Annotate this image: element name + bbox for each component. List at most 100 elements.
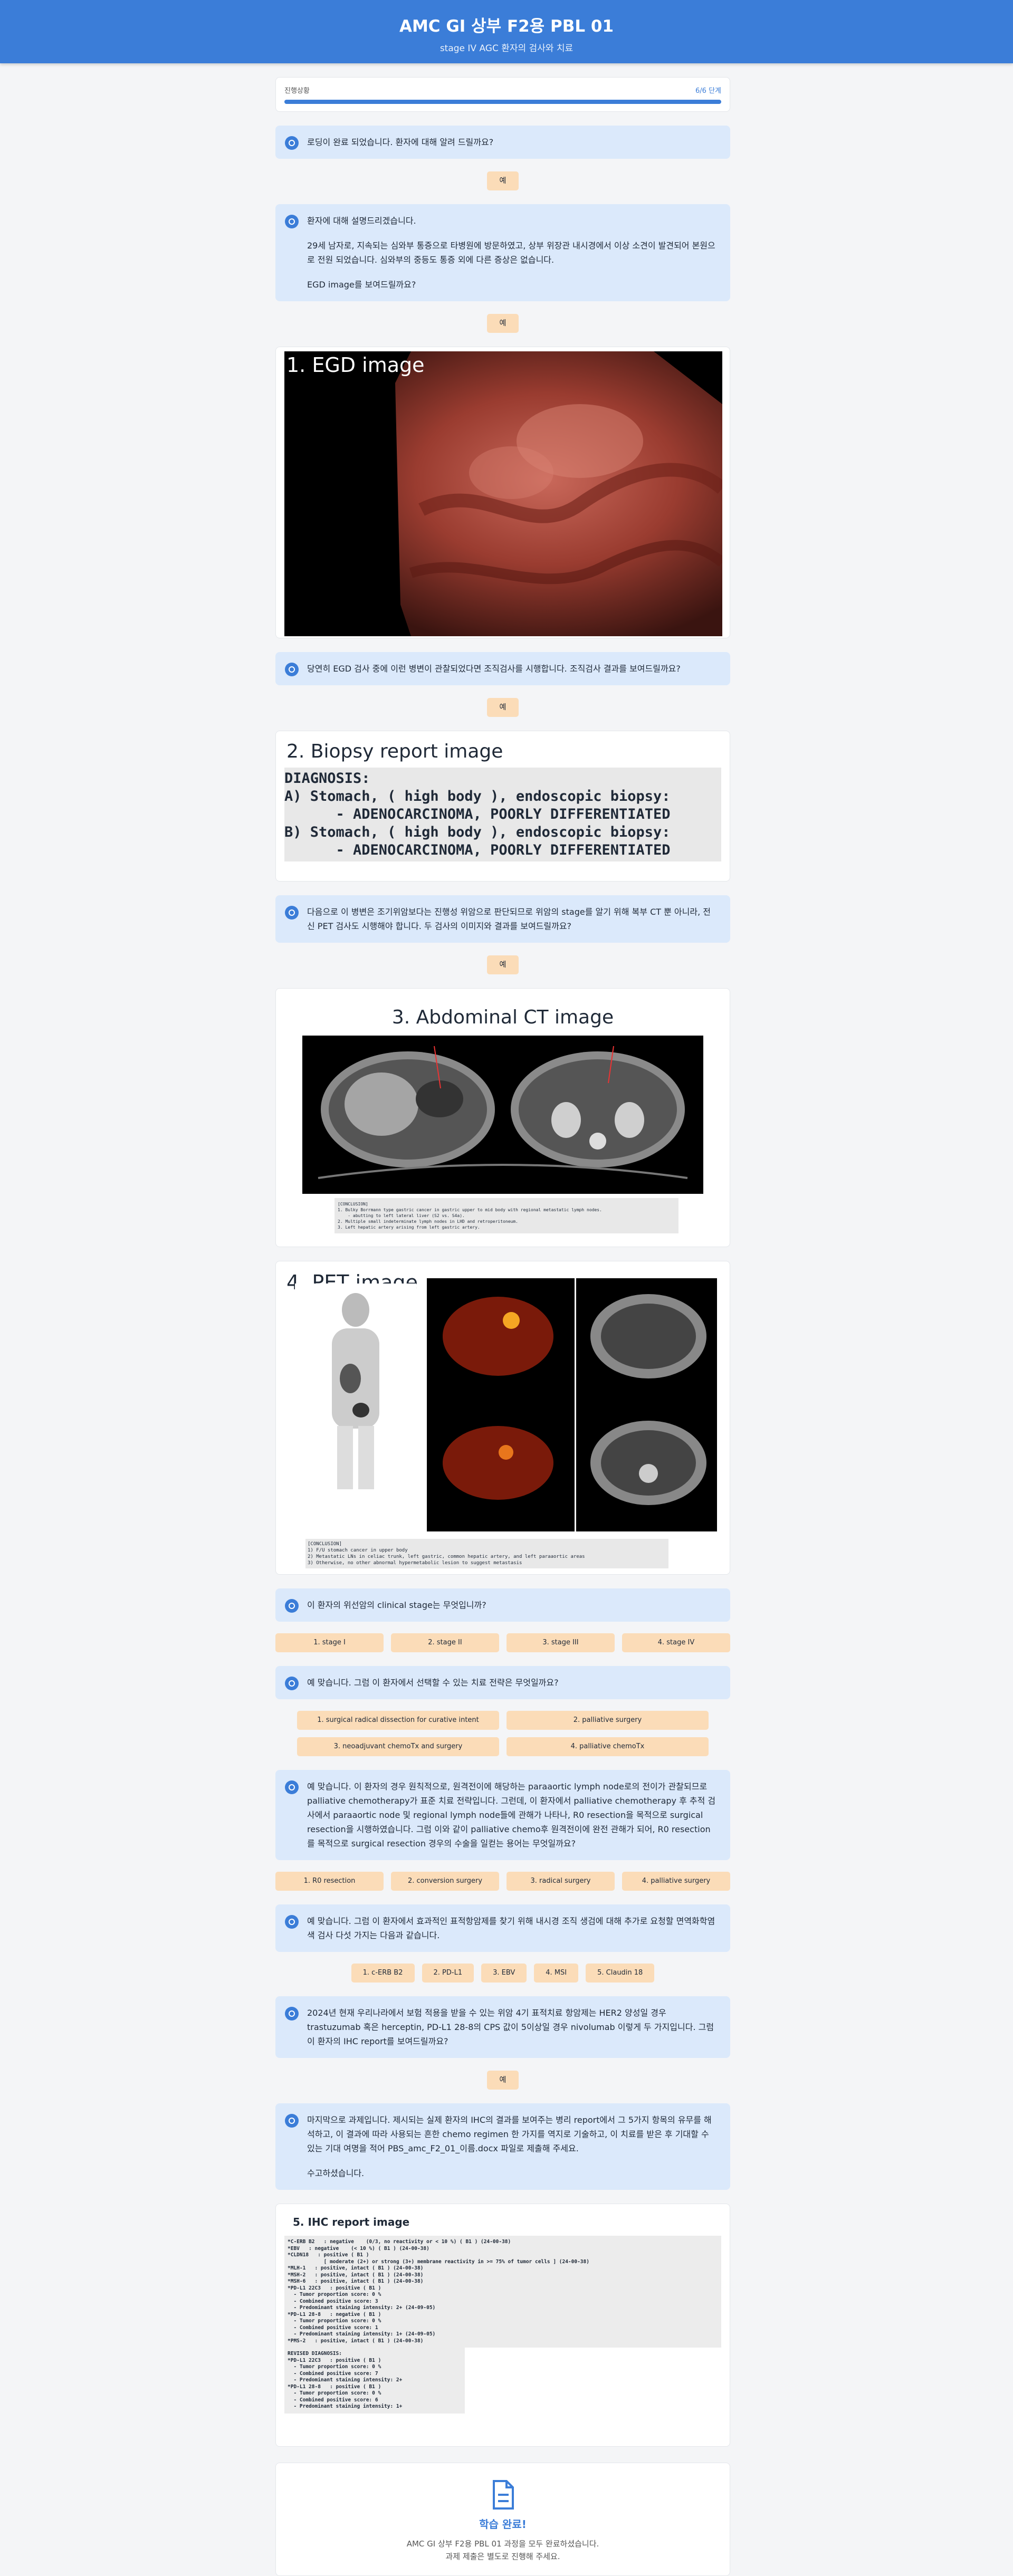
- bot-message: 마지막으로 과제입니다. 제시되는 실제 환자의 IHC의 결과를 보여주는 병…: [275, 2103, 730, 2190]
- image: [295, 1278, 717, 1531]
- option-button[interactable]: 4. MSI: [534, 1964, 579, 1983]
- option-button[interactable]: 4. palliative surgery: [622, 1872, 730, 1891]
- completion-text: 과제 제출은 별도로 진행해 주세요.: [445, 2552, 560, 2561]
- image-card: 1. EGD image: [275, 347, 730, 638]
- completion-title: 학습 완료!: [479, 2518, 527, 2531]
- text-line: *CLDN18 : positive ( B1 ): [288, 2252, 369, 2258]
- reply-button[interactable]: 예: [487, 171, 519, 190]
- bot-icon: [285, 1915, 299, 1929]
- option-button[interactable]: 2. PD-L1: [422, 1964, 474, 1983]
- completion-text: AMC GI 상부 F2용 PBL 01 과정을 모두 완료하셨습니다.: [406, 2539, 599, 2549]
- text-line: 2) Metastatic LNs in celiac trunk, left …: [308, 1554, 585, 1559]
- bot-message: 예 맞습니다. 이 환자의 경우 원칙적으로, 원격전이에 해당하는 paraa…: [275, 1770, 730, 1860]
- option-button[interactable]: 1. R0 resection: [275, 1872, 384, 1891]
- image-title: 1. EGD image: [286, 353, 425, 377]
- message-text: 예 맞습니다. 그럼 이 환자에서 선택할 수 있는 치료 전략은 무엇일까요?: [307, 1678, 559, 1688]
- message-text: 이 환자의 위선암의 clinical stage는 무엇입니까?: [307, 1600, 486, 1610]
- header-title: AMC GI 상부 F2용 PBL 01: [399, 17, 614, 36]
- option-button[interactable]: 1. c-ERB B2: [351, 1964, 415, 1983]
- text-line: 1) F/U stomach cancer in upper body: [308, 1548, 408, 1553]
- option-button[interactable]: 2. palliative surgery: [506, 1711, 709, 1730]
- progress-label: 진행상황: [284, 87, 310, 95]
- image: [493, 2480, 514, 2510]
- text-line: [CONCLUSION]: [338, 1202, 368, 1206]
- message-text: 당연히 EGD 검사 중에 이런 병변이 관찰되었다면 조직검사를 시행합니다.…: [307, 664, 681, 674]
- bot-message: 당연히 EGD 검사 중에 이런 병변이 관찰되었다면 조직검사를 시행합니다.…: [275, 652, 730, 685]
- option-button[interactable]: 3. EBV: [481, 1964, 527, 1983]
- conclusion-box: [CONCLUSION] 1. Bulky Borrmann type gastr…: [335, 1198, 678, 1233]
- text-line: - Predominant staining intensity: 2+: [288, 2377, 403, 2383]
- image-card: 5. IHC report image *C-ERB B2 : negative …: [275, 2204, 730, 2447]
- image: [284, 351, 722, 636]
- text-line: - Combined positive score: 3: [288, 2298, 378, 2304]
- reply-button[interactable]: 예: [487, 2071, 519, 2090]
- text-line: B) Stomach, ( high body ), endoscopic bi…: [284, 824, 671, 840]
- reply-button[interactable]: 예: [487, 314, 519, 333]
- bot-icon: [285, 215, 299, 228]
- message-text: 29세 남자로, 지속되는 심와부 통증으로 타병원에 방문하였고, 상부 위장…: [307, 241, 715, 265]
- option-button[interactable]: 4. stage IV: [622, 1633, 730, 1652]
- text-line: - Combined positive score: 6: [288, 2397, 378, 2403]
- option-button[interactable]: 2. stage II: [391, 1633, 499, 1652]
- option-button[interactable]: 3. radical surgery: [506, 1872, 615, 1891]
- text-line: *PD-L1 22C3 : positive ( B1 ): [288, 2357, 381, 2363]
- text-line: *PD-L1 22C3 : positive ( B1 ): [288, 2285, 381, 2291]
- reply-button[interactable]: 예: [487, 955, 519, 974]
- image-card: 3. Abdominal CT image [CONCLUSION] 1. Bul…: [275, 988, 730, 1247]
- bot-icon: [285, 2114, 299, 2128]
- option-group: 1. stage I 2. stage II 3. stage III 4. stag…: [275, 1633, 730, 1652]
- option-button[interactable]: 2. conversion surgery: [391, 1872, 499, 1891]
- text-line: [ moderate (2+) or strong (3+) membrane …: [288, 2258, 589, 2265]
- text-line: - Tumor proportion score: 0 %: [288, 2292, 381, 2297]
- option-button[interactable]: 5. Claudin 18: [586, 1964, 655, 1983]
- text-line: *EBV : negative (< 10 %) ( B1 ) (24-00-3…: [288, 2245, 429, 2252]
- option-button[interactable]: 3. stage III: [506, 1633, 615, 1652]
- text-line: - Tumor proportion score: 0 %: [288, 2318, 381, 2324]
- bot-message: 환자에 대해 설명드리겠습니다. 29세 남자로, 지속되는 심와부 통증으로 타…: [275, 204, 730, 301]
- message-text: 수고하셨습니다.: [307, 2168, 365, 2178]
- option-button[interactable]: 3. neoadjuvant chemoTx and surgery: [297, 1737, 499, 1756]
- bot-icon: [285, 906, 299, 920]
- text-line: 2. Multiple small indeterminate lymph no…: [338, 1219, 518, 1224]
- bot-message: 이 환자의 위선암의 clinical stage는 무엇입니까?: [275, 1588, 730, 1622]
- text-line: *MLH-1 : positive, intact ( B1 ) (24-00-…: [288, 2265, 424, 2271]
- text-line: - abutting to left lateral liver (S2 vs.…: [338, 1213, 465, 1218]
- text-line: DIAGNOSIS:: [284, 770, 370, 787]
- message-text: 로딩이 완료 되었습니다. 환자에 대해 알려 드릴까요?: [307, 137, 494, 147]
- text-line: 3. Left hepatic artery arising from left…: [338, 1225, 480, 1230]
- message-text: [307, 228, 718, 238]
- bot-message: 2024년 현재 우리나라에서 보험 적용을 받을 수 있는 위암 4기 표적치…: [275, 1996, 730, 2058]
- option-group: 1. R0 resection 2. conversion surgery 3. r…: [275, 1872, 730, 1891]
- bot-icon: [285, 2007, 299, 2020]
- report-box-extra: REVISED DIAGNOSIS: *PD-L1 22C3 : positive…: [284, 2348, 465, 2414]
- text-line: [CONCLUSION]: [308, 1541, 342, 1547]
- image-title: 3. Abdominal CT image: [391, 1007, 614, 1028]
- image-card: 4. PET image [CONCLUSION] 1) F/U stomach …: [275, 1261, 730, 1575]
- message-text: 예 맞습니다. 그럼 이 환자에서 효과적인 표적항암제를 찾기 위해 내시경 …: [307, 1916, 715, 1940]
- option-button[interactable]: 4. palliative chemoTx: [506, 1737, 709, 1756]
- text-line: - Predominant staining intensity: 1+ (24…: [288, 2331, 436, 2337]
- text-line: - ADENOCARCINOMA, POORLY DIFFERENTIATED: [284, 842, 671, 858]
- option-button[interactable]: 1. stage I: [275, 1633, 384, 1652]
- bot-icon: [285, 1599, 299, 1613]
- text-line: 3) Otherwise, no other abnormal hypermet…: [308, 1560, 522, 1566]
- message-text: 환자에 대해 설명드리겠습니다.: [307, 216, 416, 226]
- completion-card: 학습 완료! AMC GI 상부 F2용 PBL 01 과정을 모두 완료하셨습니…: [275, 2463, 730, 2576]
- image: [302, 1036, 703, 1194]
- text-line: - Tumor proportion score: 0 %: [288, 2364, 381, 2370]
- text-line: *PD-L1 28-8 : negative ( B1 ): [288, 2311, 381, 2318]
- message-text: [307, 2156, 718, 2166]
- bot-message: 로딩이 완료 되었습니다. 환자에 대해 알려 드릴까요?: [275, 126, 730, 159]
- image-card: 2. Biopsy report image DIAGNOSIS: A) Stoma…: [275, 731, 730, 882]
- bot-icon: [285, 663, 299, 676]
- reply-button[interactable]: 예: [487, 698, 519, 717]
- progress-step: 6/6 단계: [695, 87, 721, 95]
- bot-icon: [285, 1677, 299, 1690]
- text-line: *MSH-6 : positive, intact ( B1 ) (24-00-…: [288, 2278, 424, 2284]
- bot-icon: [285, 1780, 299, 1794]
- option-button[interactable]: 1. surgical radical dissection for curat…: [297, 1711, 499, 1730]
- text-line: REVISED DIAGNOSIS:: [288, 2351, 342, 2357]
- text-line: *PMS-2 : positive, intact ( B1 ) (24-00-…: [288, 2338, 424, 2344]
- message-text: 마지막으로 과제입니다. 제시되는 실제 환자의 IHC의 결과를 보여주는 병…: [307, 2115, 712, 2153]
